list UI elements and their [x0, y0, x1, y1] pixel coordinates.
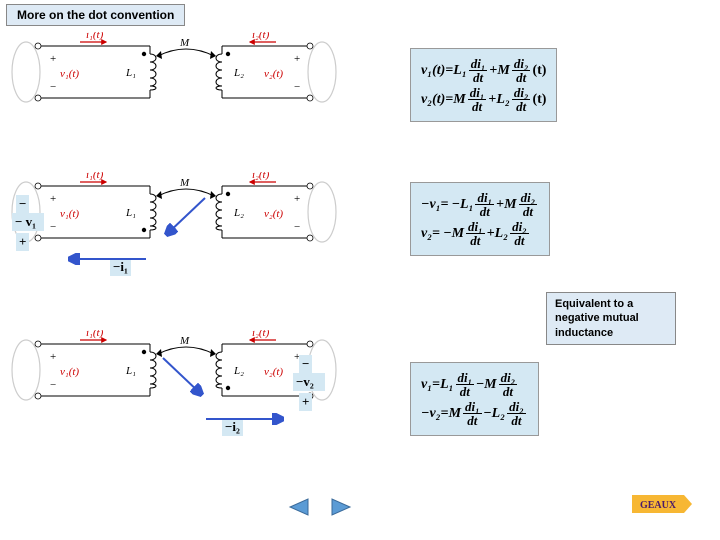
- svg-text:−: −: [50, 81, 56, 93]
- circuit-svg: L₁ + − v₁(t) i₁(t) M L₂ + − v₂(t) i₂(t): [8, 32, 338, 132]
- svg-text:GEAUX: GEAUX: [640, 500, 677, 511]
- svg-text:+: +: [50, 193, 56, 205]
- svg-text:i₁(t): i₁(t): [86, 32, 104, 41]
- page-title: More on the dot convention: [6, 4, 185, 26]
- svg-text:v₁(t): v₁(t): [60, 68, 79, 80]
- equation-box-2: −v₁ = − L₁ di₁dt + M di₂dt v₂ = − M di₁d…: [410, 182, 550, 256]
- svg-text:−: −: [50, 221, 56, 233]
- svg-text:v₁(t): v₁(t): [60, 366, 79, 378]
- arrow-c3-current: [200, 412, 290, 426]
- geaux-button[interactable]: GEAUX: [632, 495, 692, 518]
- svg-text:L₁: L₁: [125, 207, 136, 219]
- next-button[interactable]: [330, 497, 354, 522]
- svg-text:M: M: [179, 335, 190, 347]
- circuit-1: L₁ + − v₁(t) i₁(t) M L₂ + − v₂(t) i₂(t): [8, 32, 338, 137]
- arrow-c3-coupling: [155, 352, 215, 402]
- overlay-c3-plus: +: [299, 393, 312, 411]
- svg-text:i₂(t): i₂(t): [252, 32, 270, 41]
- equation-box-1: v₁(t) = L₁ di₁dt + M di₂dt (t) v₂(t) = M…: [410, 48, 557, 122]
- overlay-c2-plus: +: [16, 233, 29, 251]
- svg-text:−: −: [294, 81, 300, 93]
- svg-text:+: +: [50, 351, 56, 363]
- overlay-c3-minus: −: [299, 355, 312, 373]
- note-equivalent: Equivalent to a negative mutual inductan…: [546, 292, 676, 345]
- svg-text:M: M: [179, 37, 190, 49]
- svg-text:L₁: L₁: [125, 67, 136, 79]
- arrow-c2-current: [62, 252, 152, 266]
- svg-text:v₂(t): v₂(t): [264, 366, 283, 378]
- svg-text:+: +: [294, 193, 300, 205]
- svg-text:M: M: [179, 177, 190, 189]
- svg-text:+: +: [294, 53, 300, 65]
- svg-text:L₁: L₁: [125, 365, 136, 377]
- overlay-c2-minus: −: [16, 195, 29, 213]
- equation-box-3: v₁ = L₁ di₁dt − M di₂dt −v₂ = M di₁dt − …: [410, 362, 539, 436]
- svg-text:i₁(t): i₁(t): [86, 330, 104, 339]
- overlay-minus-v1: − v₁: [12, 213, 44, 231]
- svg-text:−: −: [294, 221, 300, 233]
- svg-text:v₁(t): v₁(t): [60, 208, 79, 220]
- svg-text:+: +: [50, 53, 56, 65]
- svg-text:i₂(t): i₂(t): [252, 330, 270, 339]
- svg-text:v₂(t): v₂(t): [264, 208, 283, 220]
- svg-text:−: −: [50, 379, 56, 391]
- prev-button[interactable]: [286, 497, 310, 522]
- nav-buttons: [286, 497, 354, 522]
- svg-text:i₂(t): i₂(t): [252, 172, 270, 181]
- svg-text:L₂: L₂: [233, 67, 244, 79]
- svg-text:L₂: L₂: [233, 207, 244, 219]
- svg-text:v₂(t): v₂(t): [264, 68, 283, 80]
- svg-text:i₁(t): i₁(t): [86, 172, 104, 181]
- overlay-minus-v2: −v₂: [293, 373, 325, 391]
- arrow-c2-coupling: [155, 192, 215, 242]
- svg-text:L₂: L₂: [233, 365, 244, 377]
